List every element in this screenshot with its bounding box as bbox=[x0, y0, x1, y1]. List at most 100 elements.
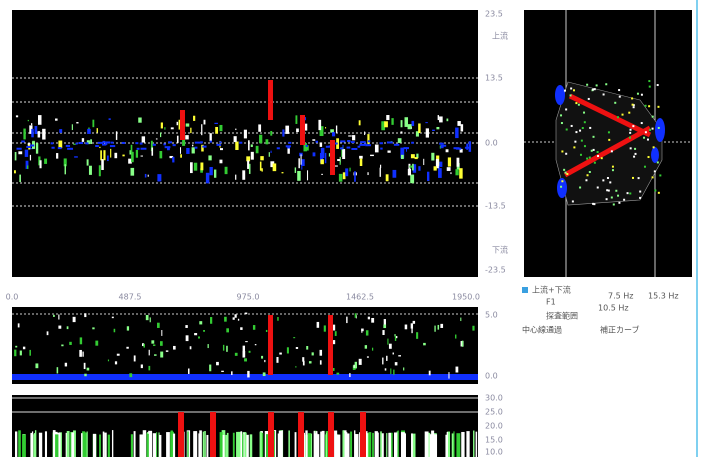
speckle bbox=[17, 148, 22, 150]
speckle bbox=[597, 151, 599, 153]
speckle bbox=[74, 156, 78, 157]
speckle bbox=[597, 187, 599, 189]
speckle bbox=[73, 317, 76, 322]
speckle bbox=[203, 330, 205, 332]
speckle bbox=[141, 148, 147, 150]
speckle bbox=[66, 145, 70, 147]
speckle bbox=[638, 177, 640, 179]
speckle bbox=[425, 122, 427, 123]
speckle bbox=[635, 153, 637, 155]
speckle bbox=[412, 164, 414, 171]
speckle bbox=[382, 358, 383, 365]
speckle bbox=[358, 146, 361, 148]
speckle bbox=[429, 371, 431, 376]
speckle bbox=[270, 131, 272, 136]
speckle bbox=[101, 159, 104, 170]
speckle bbox=[612, 169, 614, 171]
speckle bbox=[129, 373, 132, 377]
speckle bbox=[364, 132, 365, 135]
speckle bbox=[652, 128, 654, 130]
speckle bbox=[409, 166, 412, 168]
speckle bbox=[561, 180, 563, 182]
speckle bbox=[111, 142, 114, 144]
speckle bbox=[160, 352, 163, 358]
speckle bbox=[245, 313, 248, 315]
speckle bbox=[359, 144, 365, 146]
speckle bbox=[340, 162, 341, 164]
speckle bbox=[235, 175, 236, 180]
speckle bbox=[618, 89, 620, 91]
speckle bbox=[349, 373, 350, 377]
speckle bbox=[219, 141, 221, 143]
speckle bbox=[22, 434, 26, 457]
speckle bbox=[472, 326, 474, 331]
speckle bbox=[439, 162, 442, 167]
speckle bbox=[206, 435, 208, 457]
speckle bbox=[459, 168, 462, 178]
legend-item[interactable]: 7.5 Hz bbox=[608, 292, 633, 301]
legend-item[interactable]: 10.5 Hz bbox=[598, 304, 629, 313]
x-label: 1462.5 bbox=[346, 293, 374, 302]
speckle bbox=[586, 84, 588, 86]
speckle bbox=[391, 118, 393, 125]
speckle bbox=[455, 335, 456, 339]
speckle bbox=[416, 332, 418, 339]
speckle bbox=[634, 148, 636, 150]
speckle bbox=[29, 350, 31, 356]
speckle bbox=[573, 89, 575, 91]
speckle bbox=[269, 152, 270, 157]
speckle bbox=[603, 93, 605, 95]
speckle bbox=[78, 142, 83, 144]
speckle bbox=[248, 140, 250, 150]
speckle bbox=[629, 137, 631, 139]
y-label: 13.5 bbox=[485, 74, 503, 83]
legend-item[interactable]: F1 bbox=[546, 298, 556, 307]
speckle bbox=[268, 315, 273, 375]
speckle bbox=[274, 431, 275, 457]
legend-item[interactable]: 探査範囲 bbox=[546, 311, 578, 321]
speckle bbox=[177, 136, 179, 143]
lower-baseline bbox=[12, 374, 478, 380]
speckle bbox=[447, 119, 449, 122]
legend-item[interactable]: 上流+下流 bbox=[532, 285, 571, 295]
speckle bbox=[40, 160, 42, 168]
speckle bbox=[351, 148, 357, 150]
speckle bbox=[92, 327, 94, 329]
speckle bbox=[312, 139, 315, 141]
speckle bbox=[411, 323, 413, 328]
legend-item[interactable]: 中心線通過 bbox=[522, 325, 562, 335]
speckle bbox=[629, 192, 631, 194]
speckle bbox=[35, 363, 38, 368]
speckle bbox=[647, 139, 649, 141]
speckle bbox=[318, 120, 321, 130]
speckle bbox=[143, 430, 146, 457]
legend-item[interactable]: 補正カーブ bbox=[600, 325, 640, 335]
speckle bbox=[336, 126, 337, 133]
speckle bbox=[654, 170, 656, 172]
speckle bbox=[615, 190, 617, 192]
speckle bbox=[632, 104, 634, 106]
speckle bbox=[140, 143, 143, 145]
speckle bbox=[375, 145, 379, 153]
speckle bbox=[223, 345, 224, 351]
speckle bbox=[224, 317, 227, 322]
speckle bbox=[240, 431, 242, 457]
speckle bbox=[591, 150, 593, 152]
speckle bbox=[131, 434, 133, 457]
speckle bbox=[173, 434, 175, 457]
speckle bbox=[383, 325, 386, 329]
speckle bbox=[55, 434, 58, 457]
speckle bbox=[346, 433, 349, 457]
speckle bbox=[209, 365, 211, 372]
speckle bbox=[38, 131, 41, 137]
speckle bbox=[368, 140, 370, 142]
speckle bbox=[324, 325, 326, 331]
speckle bbox=[58, 141, 62, 149]
speckle bbox=[614, 102, 616, 104]
speckle bbox=[244, 358, 247, 361]
speckle bbox=[235, 142, 238, 150]
legend-item[interactable]: 15.3 Hz bbox=[648, 292, 679, 301]
speckle bbox=[263, 372, 266, 376]
speckle bbox=[387, 141, 393, 143]
speckle bbox=[366, 330, 369, 335]
